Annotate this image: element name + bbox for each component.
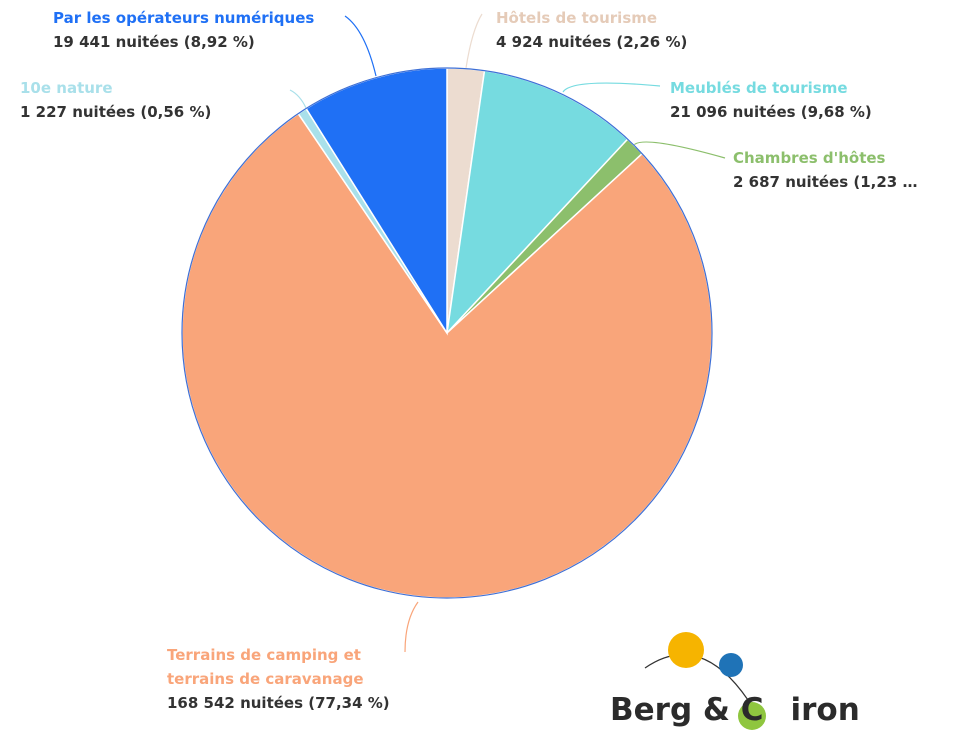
leader-line — [465, 13, 483, 69]
label-title: 10e nature — [20, 79, 113, 97]
label-title: Hôtels de tourisme — [496, 9, 658, 27]
label-title: Terrains de camping et terrains de carav… — [167, 646, 364, 688]
leader-line — [404, 601, 419, 653]
label-value: 1 227 nuitées (0,56 %) — [20, 103, 212, 121]
logo-dot — [738, 702, 766, 730]
logo-dot — [719, 653, 743, 677]
leader-line — [632, 141, 726, 159]
leader-line — [344, 15, 377, 77]
data-label: 10e nature 1 227 nuitées (0,56 %) — [20, 76, 280, 124]
label-value: 168 542 nuitées (77,34 %) — [167, 694, 390, 712]
logo-text: iron — [790, 692, 860, 728]
data-label: Chambres d'hôtes 2 687 nuitées (1,23 … — [733, 146, 953, 194]
label-title: Chambres d'hôtes — [733, 149, 886, 167]
label-value: 21 096 nuitées (9,68 %) — [670, 103, 872, 121]
data-label: Meublés de tourisme 21 096 nuitées (9,68 … — [670, 76, 930, 124]
logo-dot — [668, 632, 704, 668]
logo-text: Berg & C — [610, 692, 764, 728]
leader-line — [562, 82, 661, 93]
label-title: Par les opérateurs numériques — [53, 9, 315, 27]
logo: Berg & C iron — [610, 692, 860, 728]
leader-line — [289, 89, 307, 109]
leader-lines — [289, 13, 726, 653]
pie-outline — [181, 67, 713, 599]
data-label: Terrains de camping et terrains de carav… — [167, 643, 397, 715]
label-value: 4 924 nuitées (2,26 %) — [496, 33, 688, 51]
label-value: 2 687 nuitées (1,23 … — [733, 173, 918, 191]
data-label: Par les opérateurs numériques 19 441 nuit… — [53, 6, 343, 54]
slices — [181, 67, 713, 599]
data-label: Hôtels de tourisme 4 924 nuitées (2,26 %) — [496, 6, 756, 54]
label-title: Meublés de tourisme — [670, 79, 848, 97]
label-value: 19 441 nuitées (8,92 %) — [53, 33, 255, 51]
